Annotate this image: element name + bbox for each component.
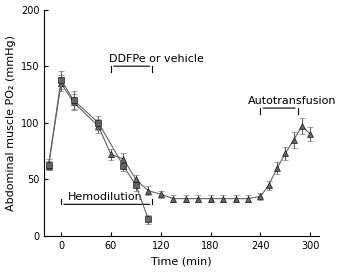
Text: Autotransfusion: Autotransfusion: [248, 96, 336, 106]
X-axis label: Time (min): Time (min): [151, 256, 212, 267]
Text: DDFPe or vehicle: DDFPe or vehicle: [109, 54, 204, 64]
Text: Hemodilution: Hemodilution: [68, 192, 142, 202]
Y-axis label: Abdominal muscle PO₂ (mmHg): Abdominal muscle PO₂ (mmHg): [6, 35, 15, 211]
